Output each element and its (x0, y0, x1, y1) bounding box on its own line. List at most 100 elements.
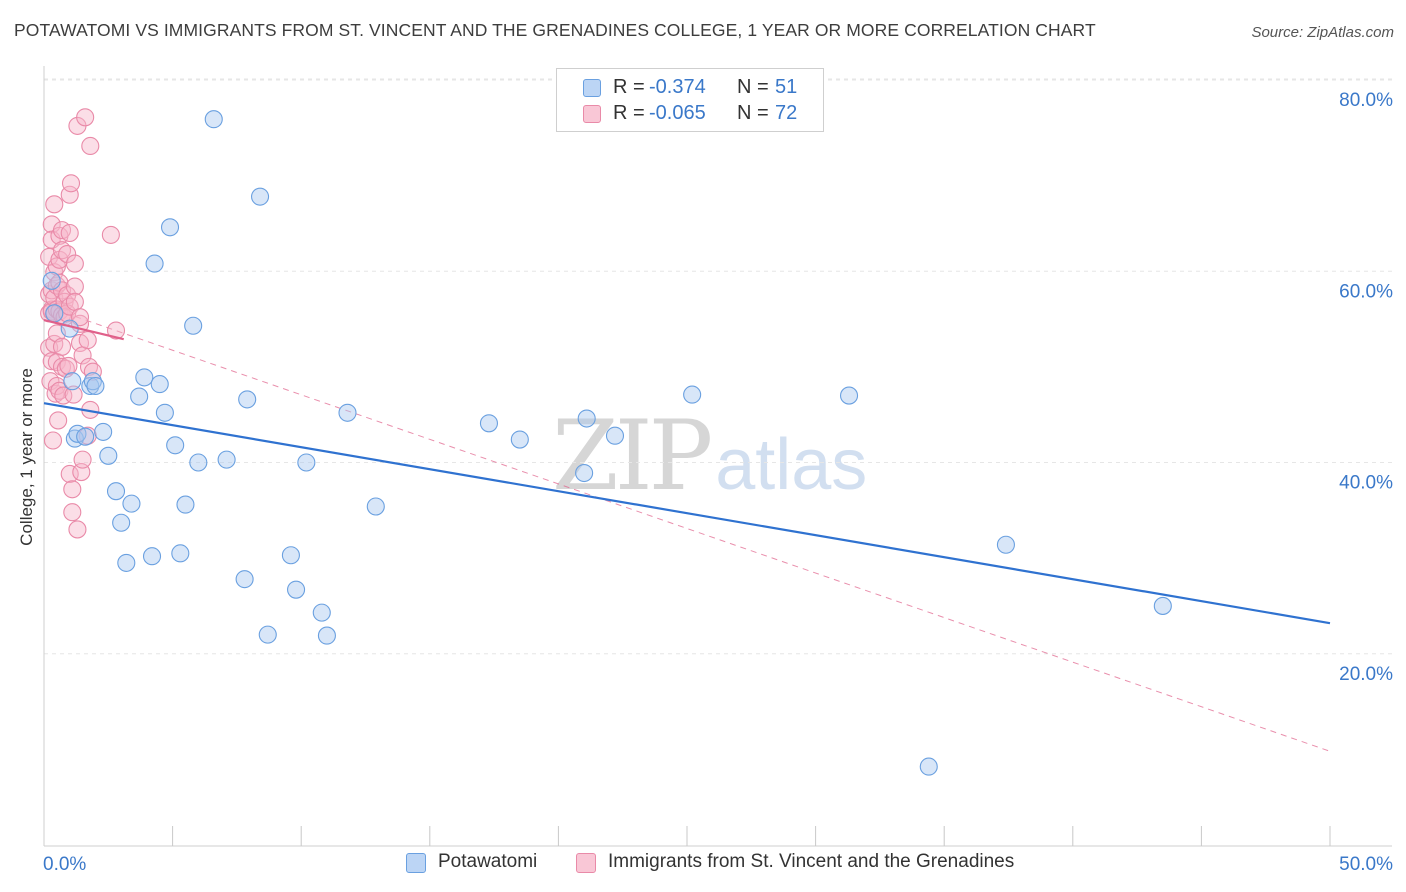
potawatomi-data-point (217, 450, 236, 469)
potawatomi-data-point (86, 376, 105, 396)
potawatomi-trendline (43, 402, 1331, 625)
trendlines-group (43, 318, 1331, 625)
svg-data-point (106, 321, 126, 340)
svg-data-point (59, 356, 78, 375)
potawatomi-data-point (250, 187, 270, 206)
grid-lines (44, 78, 1392, 655)
potawatomi-data-point (122, 494, 141, 513)
svg-data-point (68, 520, 87, 539)
potawatomi-data-point (76, 427, 95, 446)
potawatomi-data-point (312, 603, 331, 622)
potawatomi-swatch (583, 79, 601, 97)
potawatomi-data-point (338, 403, 357, 422)
svg-data-point (76, 108, 95, 127)
potawatomi-data-point (130, 387, 149, 406)
svg-data-point (42, 352, 61, 371)
potawatomi-data-point (297, 453, 316, 472)
svg-data-point (65, 277, 84, 296)
potawatomi-data-point (189, 453, 208, 472)
r-value: -0.065 (649, 102, 706, 124)
svg-data-point (60, 223, 79, 243)
y-tick-label: 80.0% (1339, 90, 1393, 111)
svg-data-point (78, 331, 97, 350)
axes (43, 66, 1392, 847)
x-tick-label: 0.0% (43, 854, 86, 875)
potawatomi-data-point (204, 110, 223, 129)
potawatomi-data-point (160, 218, 180, 237)
y-tick-label: 20.0% (1339, 664, 1393, 685)
n-label: N = (737, 76, 769, 98)
potawatomi-data-point (479, 414, 499, 433)
potawatomi-data-point (171, 544, 190, 563)
potawatomi-data-point (366, 497, 385, 516)
n-label: N = (737, 102, 769, 124)
source-label: Source: ZipAtlas.com (1251, 24, 1394, 41)
svg-data-point (43, 431, 63, 450)
svg-data-point (52, 337, 72, 356)
potawatomi-data-point (258, 625, 277, 644)
potawatomi-data-point (145, 254, 164, 273)
svg-data-point (45, 195, 64, 214)
svg-data-point (60, 185, 79, 204)
svg-dashed-trendline-group (43, 305, 1331, 752)
potawatomi-points-group (42, 110, 1172, 776)
svg-data-point (60, 464, 79, 484)
r-label: R = (613, 102, 645, 124)
potawatomi-data-point (184, 316, 203, 335)
potawatomi-data-point (1153, 596, 1172, 615)
potawatomi-data-point (683, 385, 702, 404)
svg-data-point (61, 174, 81, 193)
potawatomi-data-point (135, 368, 154, 387)
n-value: 51 (775, 76, 798, 98)
potawatomi-data-point (605, 426, 625, 445)
svg-trendline-solid (43, 318, 124, 341)
y-tick-label: 40.0% (1339, 473, 1393, 494)
svg-data-point (65, 254, 84, 273)
svg-data-point (49, 411, 68, 430)
legend-swatch-potawatomi (406, 853, 426, 873)
potawatomi-data-point (106, 482, 126, 501)
legend-label: Immigrants from St. Vincent and the Gren… (608, 851, 1015, 872)
correlation-stats-box: R = -0.374 N = 51 R = -0.065 N = 72 (556, 68, 824, 132)
potawatomi-data-point (81, 376, 100, 396)
svg-data-point (63, 480, 82, 499)
chart-legend: Potawatomi Immigrants from St. Vincent a… (0, 850, 1406, 878)
svg-points-group (40, 108, 126, 539)
potawatomi-data-point (919, 757, 938, 776)
potawatomi-data-point (155, 403, 174, 422)
potawatomi-data-point (510, 430, 529, 449)
potawatomi-data-point (112, 513, 131, 532)
svg-data-point (58, 244, 77, 264)
potawatomi-data-point (839, 386, 859, 405)
potawatomi-data-point (63, 372, 82, 391)
potawatomi-data-point (45, 304, 64, 323)
svg-data-point (63, 503, 82, 522)
svg-data-point (73, 450, 92, 469)
potawatomi-data-point (176, 495, 195, 514)
potawatomi-data-point (117, 553, 136, 572)
potawatomi-data-point (150, 375, 169, 394)
r-value: -0.374 (649, 76, 706, 98)
potawatomi-data-point (42, 271, 61, 290)
svg-trendline-dashed (43, 305, 1331, 752)
potawatomi-data-point (575, 463, 594, 483)
potawatomi-data-point (142, 547, 162, 566)
potawatomi-data-point (238, 390, 257, 409)
x-tick-label: 50.0% (1339, 854, 1393, 875)
svg-swatch (583, 105, 601, 123)
potawatomi-data-point (94, 422, 113, 441)
potawatomi-data-point (235, 570, 254, 589)
svg-data-point (83, 362, 102, 381)
potawatomi-data-point (83, 372, 102, 391)
svg-data-point (64, 385, 83, 404)
svg-data-point (101, 225, 120, 244)
r-label: R = (613, 76, 645, 98)
n-value: 72 (775, 102, 798, 124)
potawatomi-data-point (577, 409, 596, 428)
y-tick-label: 60.0% (1339, 281, 1393, 302)
potawatomi-data-point (996, 535, 1015, 554)
legend-swatch-svg (576, 853, 596, 873)
svg-data-point (81, 136, 100, 156)
potawatomi-data-point (287, 580, 306, 599)
